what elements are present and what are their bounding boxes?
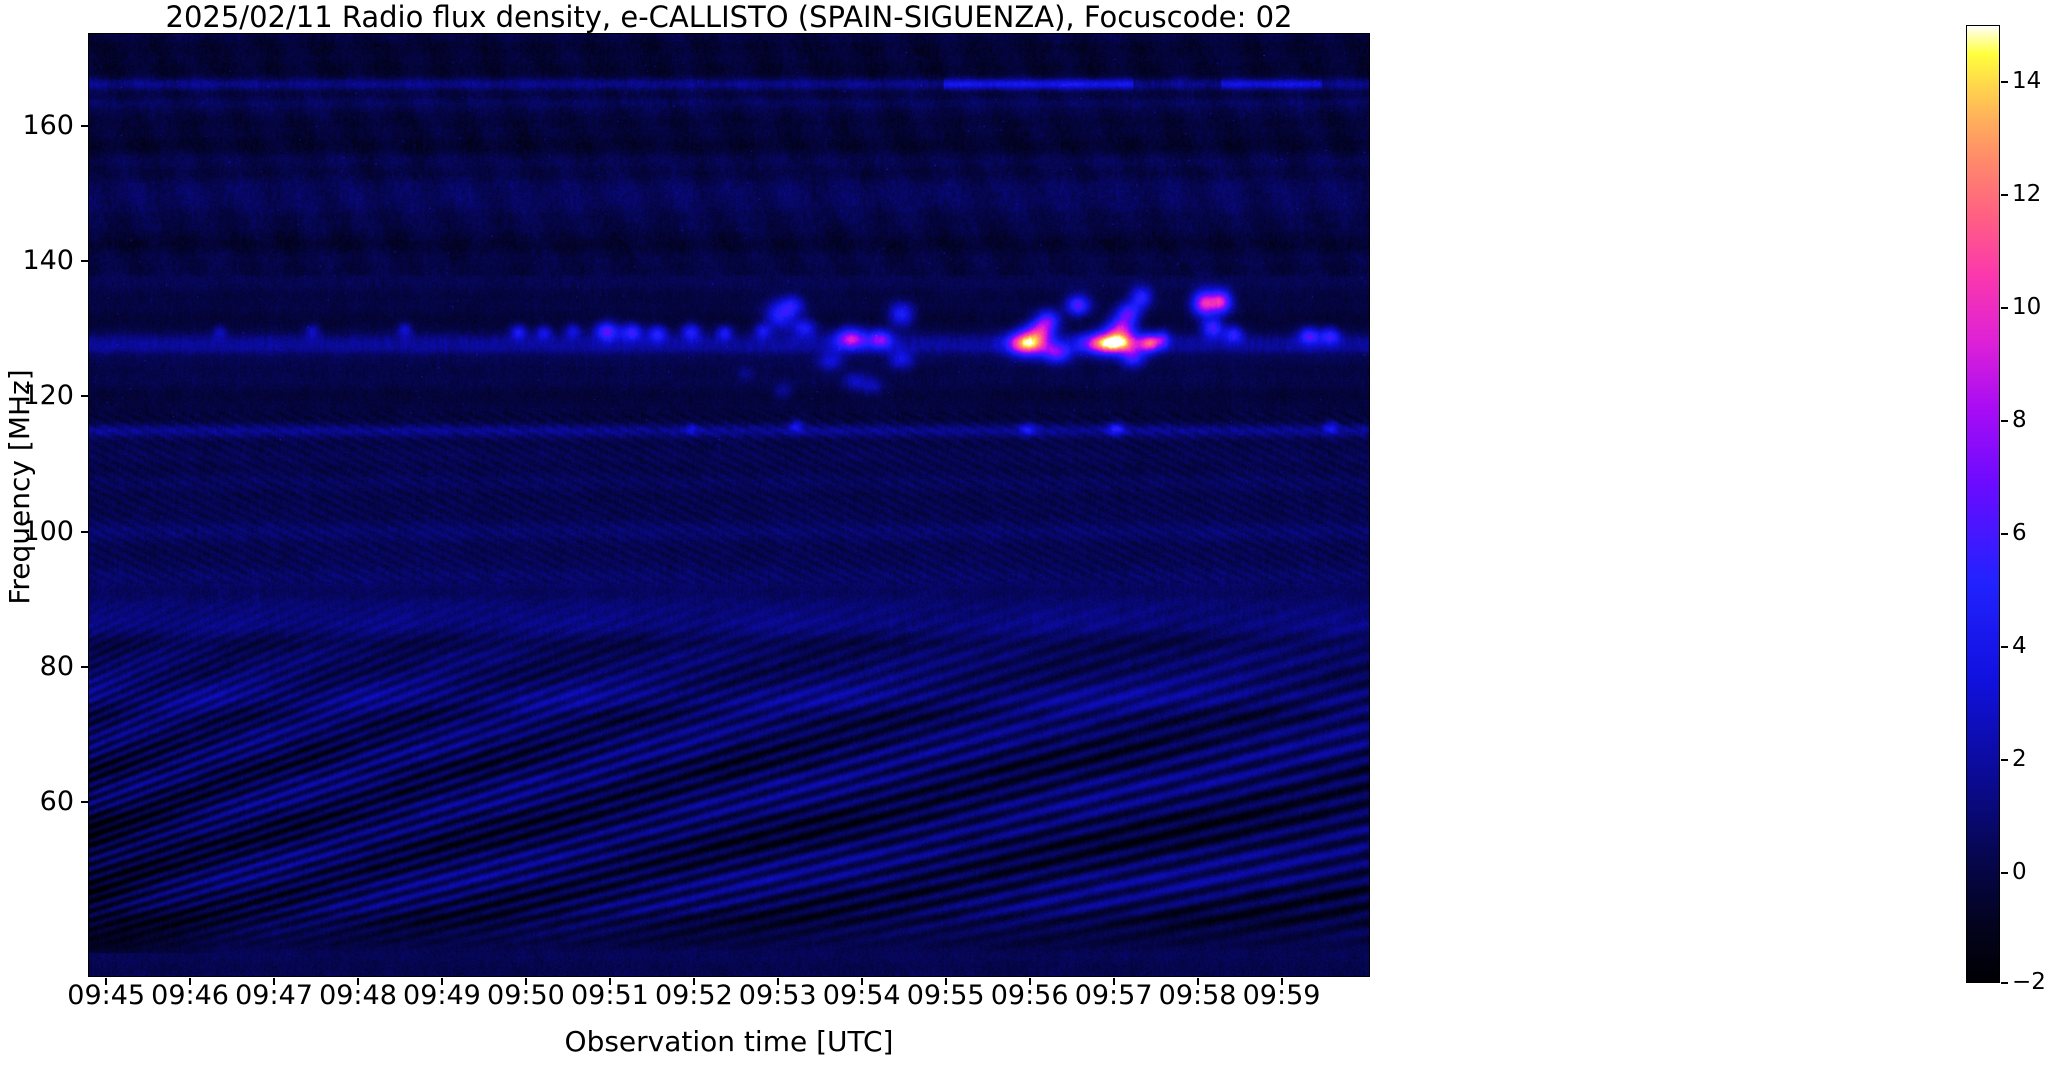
x-tick-mark	[1196, 978, 1199, 985]
x-tick-mark	[524, 978, 527, 985]
x-tick-label: 09:51	[570, 980, 649, 1011]
x-tick-label: 09:54	[822, 980, 901, 1011]
colorbar-tick-label: 4	[2012, 633, 2027, 660]
x-tick-mark	[860, 978, 863, 985]
spectrogram-image	[89, 34, 1369, 976]
x-tick-label: 09:59	[1242, 980, 1321, 1011]
y-tick-mark	[81, 395, 88, 398]
y-tick-label: 120	[22, 380, 74, 412]
y-tick-label: 140	[22, 245, 74, 277]
colorbar-tick-label: 0	[2012, 859, 2027, 886]
x-tick-mark	[608, 978, 611, 985]
colorbar-tick-mark	[2001, 307, 2008, 310]
x-tick-mark	[1112, 978, 1115, 985]
colorbar-tick-mark	[2001, 533, 2008, 536]
x-tick-mark	[776, 978, 779, 985]
y-tick-label: 60	[39, 785, 74, 817]
plot-area	[88, 33, 1370, 977]
colorbar-tick-label: 2	[2012, 746, 2027, 773]
colorbar-tick-label: 14	[2012, 68, 2042, 95]
colorbar-tick-label: 12	[2012, 181, 2042, 208]
y-tick-mark	[81, 665, 88, 668]
x-tick-mark	[273, 978, 276, 985]
x-tick-mark	[105, 978, 108, 985]
x-tick-mark	[1280, 978, 1283, 985]
colorbar-tick-label: 10	[2012, 294, 2042, 321]
y-tick-mark	[81, 530, 88, 533]
x-tick-mark	[692, 978, 695, 985]
colorbar-tick-label: 8	[2012, 407, 2027, 434]
x-tick-label: 09:57	[1074, 980, 1153, 1011]
x-tick-label: 09:49	[403, 980, 481, 1011]
x-tick-mark	[356, 978, 359, 985]
x-tick-label: 09:55	[906, 980, 985, 1011]
colorbar-tick-mark	[2001, 420, 2008, 423]
y-tick-mark	[81, 125, 88, 128]
x-tick-mark	[189, 978, 192, 985]
y-tick-mark	[81, 260, 88, 263]
colorbar-tick-mark	[2001, 759, 2008, 762]
colorbar-tick-mark	[2001, 646, 2008, 649]
x-tick-label: 09:45	[67, 980, 146, 1011]
x-tick-label: 09:52	[654, 980, 733, 1011]
colorbar-gradient	[1967, 26, 1999, 982]
x-tick-label: 09:46	[151, 980, 229, 1011]
x-tick-label: 09:48	[319, 980, 397, 1011]
colorbar-tick-mark	[2001, 872, 2008, 875]
x-tick-label: 09:50	[487, 980, 565, 1011]
x-tick-mark	[1028, 978, 1031, 985]
x-tick-label: 09:56	[990, 980, 1069, 1011]
colorbar-tick-label: 6	[2012, 520, 2027, 547]
x-tick-label: 09:58	[1158, 980, 1237, 1011]
colorbar-tick-mark	[2001, 194, 2008, 197]
x-tick-label: 09:53	[738, 980, 817, 1011]
colorbar	[1966, 25, 2000, 983]
x-tick-mark	[440, 978, 443, 985]
colorbar-tick-label: −2	[2012, 969, 2046, 995]
colorbar-tick-mark	[2001, 81, 2008, 84]
y-tick-label: 160	[22, 110, 74, 142]
y-tick-label: 80	[39, 650, 74, 682]
y-axis-label: Frequency [MHz]	[3, 369, 36, 605]
y-tick-mark	[81, 800, 88, 803]
x-tick-mark	[944, 978, 947, 985]
figure-title: 2025/02/11 Radio flux density, e-CALLIST…	[165, 0, 1293, 34]
y-tick-label: 100	[22, 515, 74, 547]
x-axis-label: Observation time [UTC]	[564, 1025, 894, 1058]
x-tick-label: 09:47	[235, 980, 313, 1011]
colorbar-tick-mark	[2001, 982, 2008, 984]
